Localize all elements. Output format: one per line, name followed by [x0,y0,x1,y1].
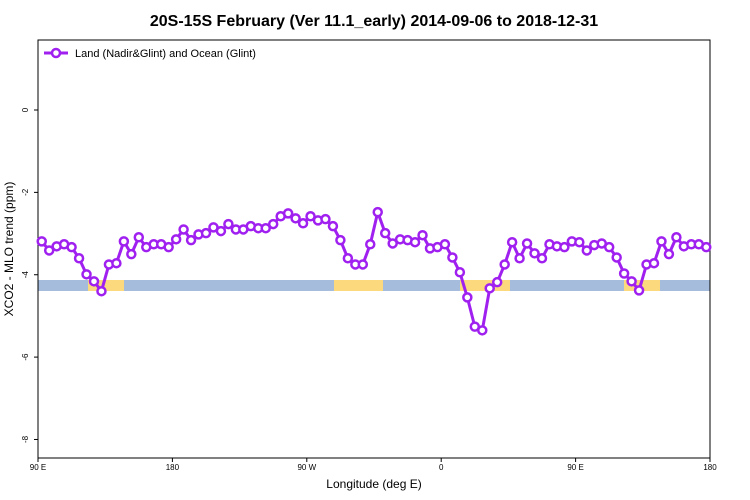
point [454,267,466,278]
chart-title: 20S-15S February (Ver 11.1_early) 2014-0… [150,13,598,30]
x-tick-label: 90 E [30,463,46,472]
point [447,252,458,263]
point [365,239,376,250]
point [96,285,107,297]
point [290,213,301,224]
point [133,232,145,243]
point [126,248,137,260]
y-axis-label: XCO2 - MLO trend (ppm) [2,182,16,317]
x-tick-label: 90 W [297,463,316,472]
legend-label: Land (Nadir&Glint) and Ocean (Glint) [75,48,256,60]
x-tick-label: 180 [703,463,717,472]
surface-strip [38,280,710,291]
point [372,206,383,218]
legend-marker [50,47,62,59]
y-tick-label: -2 [21,188,30,196]
point [536,253,548,264]
y-tick-label: 0 [21,107,30,112]
point [335,234,346,246]
point [633,285,645,296]
point [656,236,667,247]
point [81,269,92,280]
point [260,222,271,234]
point [477,325,488,336]
point [185,234,197,246]
point [111,257,122,269]
y-tick-label: -6 [21,353,30,361]
y-tick-label: -8 [21,435,30,443]
land-strip [88,280,124,291]
point [88,276,100,287]
point [506,236,518,248]
point [118,236,130,247]
point [671,232,682,243]
point [267,218,279,230]
point [559,241,570,253]
point [462,292,473,303]
point [648,257,660,269]
point [514,253,525,264]
point [387,238,398,249]
point [409,236,421,248]
point [618,268,630,279]
point [178,224,189,235]
y-tick-label: -4 [21,271,30,279]
point [43,245,55,256]
series-line [40,206,707,333]
x-axis-label: Longitude (deg E) [326,477,421,491]
point [320,213,331,225]
point [36,236,47,247]
point [327,220,339,232]
point [611,252,622,263]
point [626,276,637,287]
point [297,218,309,229]
point [499,259,510,270]
point [417,229,428,241]
point [484,283,495,294]
point [170,234,182,245]
point [521,238,533,249]
x-tick-label: 0 [439,463,444,472]
point [342,253,354,264]
point [529,248,540,259]
point [439,239,451,250]
point [73,253,85,264]
point [603,241,615,253]
land-strip [460,280,510,291]
point [663,248,675,260]
point [701,241,712,253]
point [215,225,227,237]
point [379,227,391,239]
point [163,241,174,253]
x-tick-label: 180 [166,463,180,472]
point [200,227,212,239]
x-tick-label: 90 E [567,463,583,472]
point [491,276,503,288]
point [282,208,294,219]
point [574,236,585,248]
point [66,241,77,253]
land-strip [334,280,383,291]
point [357,259,369,270]
point [223,218,234,230]
point [581,245,593,256]
point [305,211,316,222]
